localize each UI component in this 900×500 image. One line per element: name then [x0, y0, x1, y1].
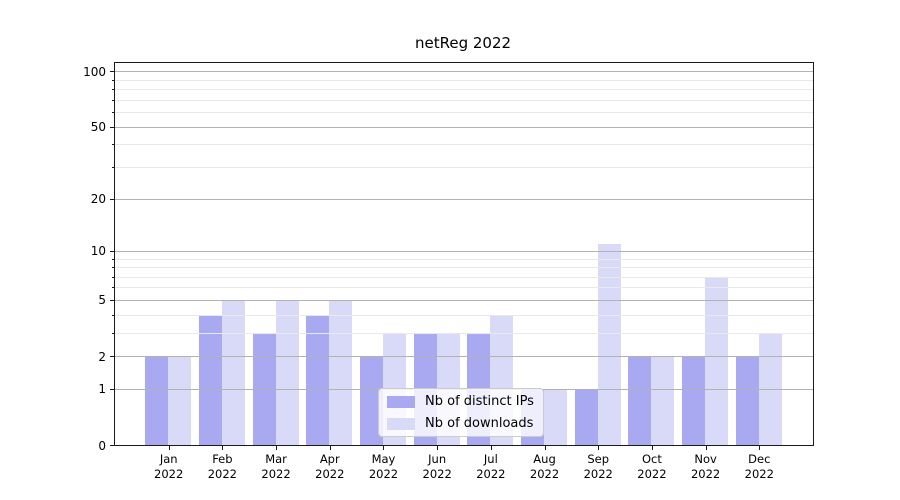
y-tick-label: 1	[98, 382, 106, 397]
bar-downloads	[221, 299, 245, 445]
x-tick-label: Jul 2022	[476, 452, 506, 481]
x-tick-mark	[759, 446, 761, 450]
y-tick-label: 20	[90, 192, 106, 207]
legend-swatch-distinct-ips	[387, 395, 415, 408]
y-minor-tick-mark	[112, 287, 114, 289]
x-tick-mark	[705, 446, 707, 450]
y-minor-tick-mark	[112, 267, 114, 269]
y-minor-tick-mark	[112, 166, 114, 168]
y-tick-mark	[110, 445, 114, 446]
bar-downloads	[329, 299, 353, 445]
y-minor-tick-mark	[112, 89, 114, 91]
chart-title: netReg 2022	[414, 34, 512, 52]
x-tick-label: Jun 2022	[422, 452, 452, 481]
minor-gridline	[115, 112, 813, 114]
bar-downloads	[597, 243, 621, 445]
y-tick-label: 100	[83, 64, 106, 79]
bar-distinct-ips	[628, 356, 652, 445]
x-tick-mark	[544, 446, 546, 450]
bar-distinct-ips	[574, 388, 598, 445]
y-tick-mark	[110, 71, 114, 73]
x-tick-mark	[276, 446, 278, 450]
x-tick-mark	[437, 446, 439, 450]
x-tick-mark	[383, 446, 385, 450]
bar-distinct-ips	[359, 356, 383, 445]
legend-label-distinct-ips: Nb of distinct IPs	[425, 394, 534, 409]
y-tick-mark	[110, 126, 114, 128]
bar-downloads	[544, 388, 568, 445]
bar-distinct-ips	[306, 314, 330, 445]
x-tick-mark	[651, 446, 653, 450]
x-tick-label: Apr 2022	[315, 452, 345, 481]
y-tick-mark	[110, 198, 114, 200]
bar-downloads	[705, 276, 729, 445]
y-minor-tick-mark	[112, 314, 114, 316]
minor-gridline	[115, 99, 813, 101]
x-tick-label: Mar 2022	[261, 452, 291, 481]
x-tick-label: May 2022	[368, 452, 399, 481]
y-minor-tick-mark	[112, 258, 114, 260]
x-tick-mark	[329, 446, 331, 450]
y-tick-mark	[110, 299, 114, 301]
x-tick-label: Oct 2022	[637, 452, 667, 481]
bar-downloads	[168, 356, 192, 445]
x-tick-label: Jan 2022	[154, 452, 184, 481]
major-gridline	[115, 250, 813, 252]
y-tick-label: 10	[90, 244, 106, 259]
minor-gridline	[115, 79, 813, 81]
x-tick-label: Sep 2022	[583, 452, 613, 481]
y-tick-mark	[110, 250, 114, 252]
bar-distinct-ips	[252, 332, 276, 445]
bar-distinct-ips	[198, 314, 222, 445]
legend-label-downloads: Nb of downloads	[425, 416, 534, 431]
bar-downloads	[275, 299, 299, 445]
y-tick-label: 5	[98, 293, 106, 308]
y-tick-mark	[110, 388, 114, 390]
x-tick-mark	[168, 446, 170, 450]
x-tick-mark	[490, 446, 492, 450]
bar-distinct-ips	[145, 356, 169, 445]
y-minor-tick-mark	[112, 99, 114, 101]
minor-gridline	[115, 144, 813, 146]
legend-swatch-downloads	[387, 417, 415, 430]
legend: Nb of distinct IPs Nb of downloads	[378, 388, 544, 437]
x-tick-label: Nov 2022	[690, 452, 721, 481]
y-minor-tick-mark	[112, 79, 114, 81]
y-tick-label: 2	[98, 349, 106, 364]
y-minor-tick-mark	[112, 332, 114, 334]
bar-downloads	[651, 356, 675, 445]
major-gridline	[115, 198, 813, 200]
y-minor-tick-mark	[112, 144, 114, 146]
minor-gridline	[115, 267, 813, 269]
y-minor-tick-mark	[112, 276, 114, 278]
x-tick-mark	[222, 446, 224, 450]
major-gridline	[115, 71, 813, 73]
y-minor-tick-mark	[112, 112, 114, 114]
minor-gridline	[115, 258, 813, 260]
y-tick-label: 50	[90, 120, 106, 135]
y-tick-mark	[110, 356, 114, 358]
plot-area	[114, 62, 814, 446]
x-tick-label: Feb 2022	[207, 452, 238, 481]
x-tick-label: Dec 2022	[744, 452, 774, 481]
minor-gridline	[115, 166, 813, 168]
minor-gridline	[115, 89, 813, 91]
bar-distinct-ips	[682, 356, 706, 445]
bar-downloads	[758, 332, 782, 445]
legend-entry-distinct-ips: Nb of distinct IPs	[379, 393, 543, 411]
x-tick-mark	[598, 446, 600, 450]
major-gridline	[115, 126, 813, 128]
bar-distinct-ips	[735, 356, 759, 445]
x-tick-label: Aug 2022	[529, 452, 560, 481]
legend-entry-downloads: Nb of downloads	[379, 415, 543, 433]
y-tick-label: 0	[98, 438, 106, 453]
